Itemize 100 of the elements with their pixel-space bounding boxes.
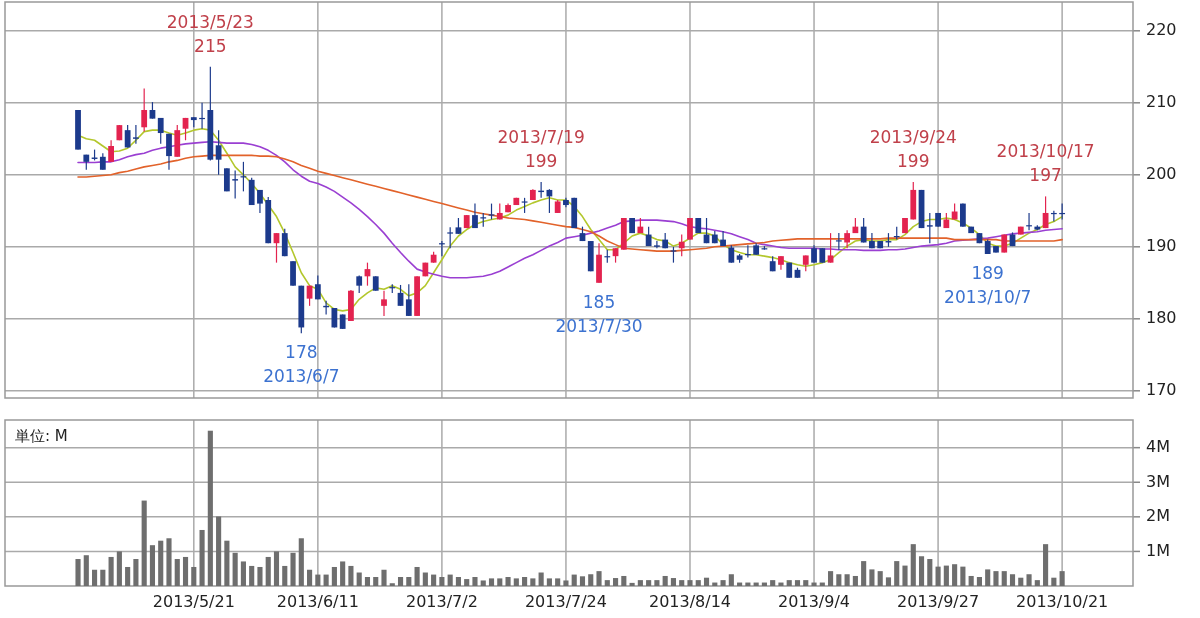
bar: [869, 569, 875, 586]
bar: [406, 577, 412, 586]
bar: [348, 565, 354, 586]
bar: [902, 565, 908, 586]
bar: [464, 579, 470, 586]
bar: [75, 559, 81, 586]
candlestick: [472, 203, 478, 229]
bar: [257, 566, 263, 586]
annotation: 189: [971, 263, 1004, 283]
bar: [687, 580, 693, 586]
bar: [654, 580, 660, 586]
bar: [538, 572, 544, 586]
bar: [993, 571, 999, 586]
bar: [629, 582, 635, 586]
bar: [828, 571, 834, 586]
bar: [637, 580, 643, 586]
bar: [116, 551, 122, 586]
bar: [720, 580, 726, 586]
y-tick-label: 180: [1146, 308, 1177, 328]
bar: [1059, 571, 1065, 586]
bar: [546, 578, 552, 586]
candlestick: [157, 117, 164, 145]
bar: [1018, 577, 1024, 586]
bar: [224, 540, 230, 586]
candlestick: [133, 124, 139, 145]
bar: [1026, 574, 1032, 586]
bar: [786, 580, 792, 586]
bar: [588, 574, 594, 586]
bar: [472, 577, 478, 586]
candlestick: [232, 169, 239, 200]
y-tick-label: 4M: [1146, 437, 1170, 457]
bar: [943, 565, 949, 586]
bar: [613, 578, 619, 586]
bar: [125, 566, 131, 586]
candlestick: [166, 133, 172, 171]
bar: [976, 577, 982, 586]
bar: [935, 566, 941, 586]
bar: [191, 566, 197, 586]
y-tick-label: 2M: [1146, 506, 1170, 526]
bar: [298, 538, 304, 586]
bar: [158, 540, 164, 586]
bar: [100, 569, 106, 586]
bar: [133, 559, 139, 586]
bar: [1009, 574, 1016, 586]
candlestick: [381, 290, 387, 317]
x-tick-label: 2013/5/21: [152, 591, 235, 611]
bar: [265, 556, 271, 586]
bar: [927, 559, 933, 586]
bar: [604, 580, 610, 586]
bar: [530, 578, 536, 586]
bar: [364, 577, 371, 586]
bar: [579, 576, 586, 586]
bar: [315, 574, 321, 586]
bar: [968, 575, 974, 586]
candlestick: [827, 232, 834, 264]
candlestick: [447, 226, 454, 249]
bar: [861, 561, 867, 586]
y-tick-label: 200: [1146, 164, 1177, 184]
bar: [811, 582, 817, 586]
annotation: 2013/6/7: [263, 366, 340, 387]
bar: [447, 574, 453, 586]
bar: [323, 574, 329, 586]
bar: [240, 561, 246, 586]
bar: [389, 583, 395, 586]
bar: [918, 556, 925, 586]
bar: [728, 574, 734, 586]
bar: [414, 566, 420, 586]
annotation: 2013/9/24: [869, 127, 957, 147]
bar: [563, 580, 569, 586]
x-tick-label: 2013/7/24: [524, 591, 607, 611]
bar: [877, 571, 883, 586]
bar: [422, 572, 428, 586]
bar: [646, 580, 652, 586]
candlestick: [141, 87, 148, 133]
bar: [83, 555, 89, 586]
bar: [282, 565, 288, 586]
bar: [182, 556, 189, 586]
bar: [662, 575, 668, 586]
bar: [331, 566, 337, 586]
annotation: 2013/5/23: [166, 11, 254, 32]
candlestick: [926, 212, 933, 244]
bar: [356, 572, 362, 586]
annotation: 197: [1029, 165, 1062, 186]
bar: [770, 580, 776, 586]
x-tick-label: 2013/10/21: [1016, 591, 1109, 611]
bar: [1001, 571, 1007, 586]
x-tick-label: 2013/8/14: [648, 591, 732, 611]
bar: [555, 578, 561, 586]
bar: [207, 430, 213, 586]
y-tick-label: 190: [1146, 236, 1177, 256]
bar: [232, 552, 238, 586]
bar: [852, 575, 858, 586]
bar: [621, 575, 627, 586]
bar: [670, 578, 677, 586]
bar: [439, 577, 445, 586]
bar: [1051, 577, 1057, 586]
bar: [149, 545, 156, 586]
bar: [216, 516, 222, 586]
bar: [340, 561, 346, 586]
y-tick-label: 3M: [1146, 471, 1170, 491]
